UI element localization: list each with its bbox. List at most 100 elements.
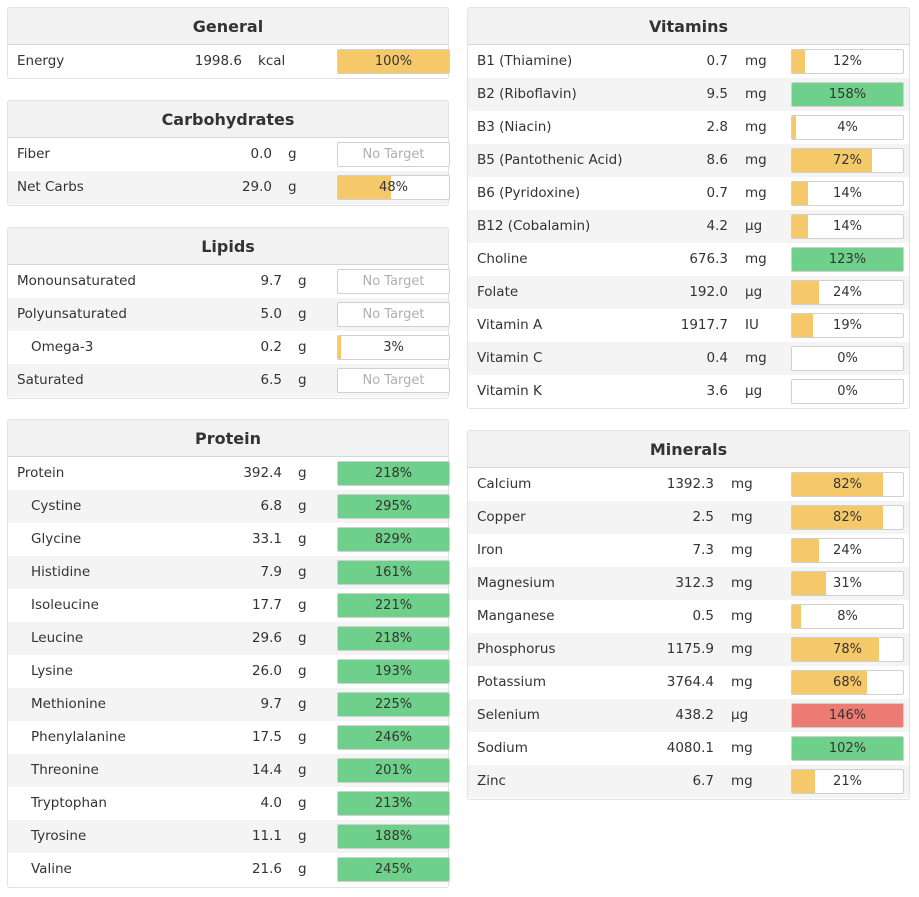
nutrient-row-vitamin-k[interactable]: Vitamin K 3.6 µg 0% [468,375,909,408]
nutrient-unit: mg [745,152,767,168]
nutrient-name: Phenylalanine [31,729,126,745]
nutrient-row-b5-pantothenic-acid[interactable]: B5 (Pantothenic Acid) 8.6 mg 72% [468,144,909,177]
percent-label: 14% [833,219,862,234]
nutrient-row-fiber[interactable]: Fiber 0.0 g No Target [8,138,450,171]
nutrient-amount: 0.0 [250,146,272,162]
target-progress-bar: 12% [791,49,904,74]
progress-fill [792,182,808,205]
nutrient-row-selenium[interactable]: Selenium 438.2 µg 146% [468,699,909,732]
nutrient-row-potassium[interactable]: Potassium 3764.4 mg 68% [468,666,909,699]
nutrient-name: Choline [477,251,528,267]
nutrient-row-vitamin-c[interactable]: Vitamin C 0.4 mg 0% [468,342,909,375]
nutrient-unit: mg [731,476,753,492]
nutrient-row-magnesium[interactable]: Magnesium 312.3 mg 31% [468,567,909,600]
nutrient-row-folate[interactable]: Folate 192.0 µg 24% [468,276,909,309]
percent-label: 82% [833,477,862,492]
percent-label: 82% [833,510,862,525]
nutrient-row-isoleucine[interactable]: Isoleucine 17.7 g 221% [8,589,450,622]
nutrient-row-calcium[interactable]: Calcium 1392.3 mg 82% [468,468,909,501]
nutrient-row-methionine[interactable]: Methionine 9.7 g 225% [8,688,450,721]
percent-label: No Target [362,274,425,289]
nutrient-row-net-carbs[interactable]: Net Carbs 29.0 g 48% [8,171,450,204]
nutrient-amount: 1175.9 [666,641,714,657]
nutrient-row-leucine[interactable]: Leucine 29.6 g 218% [8,622,450,655]
target-progress-bar: 78% [791,637,904,662]
progress-fill [338,528,449,551]
nutrient-row-sodium[interactable]: Sodium 4080.1 mg 102% [468,732,909,765]
progress-fill [338,792,449,815]
nutrient-unit: mg [731,575,753,591]
nutrient-row-b12-cobalamin[interactable]: B12 (Cobalamin) 4.2 µg 14% [468,210,909,243]
nutrient-row-threonine[interactable]: Threonine 14.4 g 201% [8,754,450,787]
target-progress-bar: 295% [337,494,450,519]
nutrient-row-tyrosine[interactable]: Tyrosine 11.1 g 188% [8,820,450,853]
percent-label: 8% [837,609,858,624]
nutrient-name: Vitamin K [477,383,542,399]
target-progress-bar: 8% [791,604,904,629]
nutrient-amount: 4.0 [260,795,282,811]
percent-label: 31% [833,576,862,591]
target-progress-bar: No Target [337,368,450,393]
nutrient-row-b1-thiamine[interactable]: B1 (Thiamine) 0.7 mg 12% [468,45,909,78]
nutrient-row-iron[interactable]: Iron 7.3 mg 24% [468,534,909,567]
target-progress-bar: 72% [791,148,904,173]
nutrient-name: Monounsaturated [17,273,136,289]
nutrient-unit: mg [745,350,767,366]
progress-fill [338,825,449,848]
progress-fill [338,858,449,881]
nutrient-row-choline[interactable]: Choline 676.3 mg 123% [468,243,909,276]
nutrient-name: B3 (Niacin) [477,119,552,135]
nutrient-name: Lysine [31,663,73,679]
progress-fill [792,314,813,337]
carbohydrates-panel: Carbohydrates Fiber 0.0 g No Target Net Carbs… [7,100,450,206]
progress-fill [792,506,883,529]
nutrient-amount: 0.7 [706,185,728,201]
nutrient-row-histidine[interactable]: Histidine 7.9 g 161% [8,556,450,589]
nutrient-unit: µg [745,284,763,300]
nutrient-row-saturated[interactable]: Saturated 6.5 g No Target [8,364,450,397]
nutrient-unit: g [298,861,307,877]
nutrient-amount: 29.0 [241,179,272,195]
nutrient-row-cystine[interactable]: Cystine 6.8 g 295% [8,490,450,523]
nutrient-row-zinc[interactable]: Zinc 6.7 mg 21% [468,765,909,798]
percent-label: 48% [379,180,408,195]
nutrient-amount: 3.6 [706,383,728,399]
nutrient-row-b2-riboflavin[interactable]: B2 (Riboflavin) 9.5 mg 158% [468,78,909,111]
nutrient-row-omega-3[interactable]: Omega-3 0.2 g 3% [8,331,450,364]
nutrient-name: B1 (Thiamine) [477,53,573,69]
nutrient-row-monounsaturated[interactable]: Monounsaturated 9.7 g No Target [8,265,450,298]
nutrient-name: Tryptophan [31,795,107,811]
nutrient-row-tryptophan[interactable]: Tryptophan 4.0 g 213% [8,787,450,820]
nutrient-unit: g [298,273,307,289]
target-progress-bar: 19% [791,313,904,338]
nutrient-row-valine[interactable]: Valine 21.6 g 245% [8,853,450,886]
percent-label: 0% [837,351,858,366]
nutrient-row-copper[interactable]: Copper 2.5 mg 82% [468,501,909,534]
nutrient-row-glycine[interactable]: Glycine 33.1 g 829% [8,523,450,556]
nutrient-name: B2 (Riboflavin) [477,86,577,102]
nutrient-row-phenylalanine[interactable]: Phenylalanine 17.5 g 246% [8,721,450,754]
progress-fill [792,149,872,172]
nutrient-row-b6-pyridoxine[interactable]: B6 (Pyridoxine) 0.7 mg 14% [468,177,909,210]
nutrient-row-protein[interactable]: Protein 392.4 g 218% [8,457,450,490]
nutrient-name: Selenium [477,707,540,723]
general-panel: General Energy 1998.6 kcal 100% [7,7,450,79]
nutrient-row-lysine[interactable]: Lysine 26.0 g 193% [8,655,450,688]
target-progress-bar: 161% [337,560,450,585]
nutrient-row-manganese[interactable]: Manganese 0.5 mg 8% [468,600,909,633]
progress-fill [792,737,903,760]
nutrient-row-b3-niacin[interactable]: B3 (Niacin) 2.8 mg 4% [468,111,909,144]
nutrient-unit: mg [731,740,753,756]
percent-label: 225% [374,697,413,712]
nutrient-row-vitamin-a[interactable]: Vitamin A 1917.7 IU 19% [468,309,909,342]
target-progress-bar: 829% [337,527,450,552]
nutrient-name: Phosphorus [477,641,556,657]
nutrient-row-polyunsaturated[interactable]: Polyunsaturated 5.0 g No Target [8,298,450,331]
nutrient-name: Fiber [17,146,50,162]
nutrient-amount: 5.0 [260,306,282,322]
nutrient-name: Net Carbs [17,179,84,195]
target-progress-bar: 3% [337,335,450,360]
nutrient-unit: g [298,729,307,745]
nutrient-row-phosphorus[interactable]: Phosphorus 1175.9 mg 78% [468,633,909,666]
nutrient-row-energy[interactable]: Energy 1998.6 kcal 100% [8,45,450,78]
